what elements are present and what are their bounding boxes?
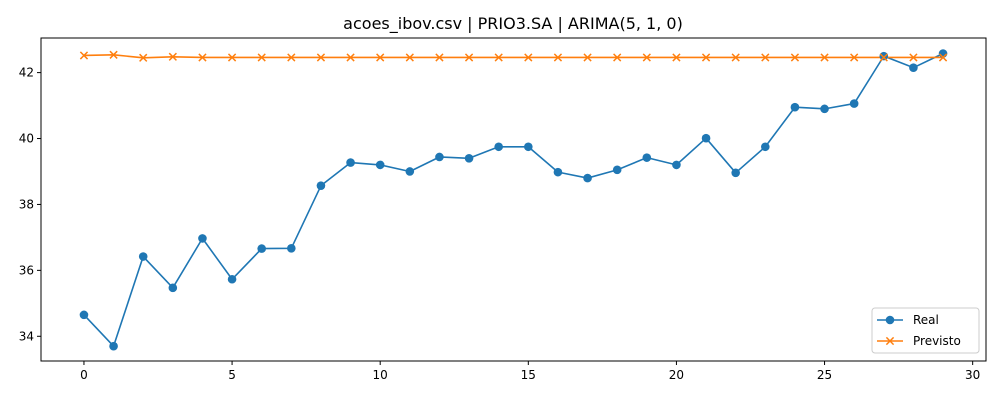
x-tick-label: 10 [373,368,388,382]
data-point-real [612,165,622,175]
data-point-real [849,99,859,108]
data-point-previsto [435,53,444,62]
x-tick-label: 20 [669,368,684,382]
data-point-previsto [553,53,563,62]
data-point-real [790,102,800,112]
y-tick-label: 40 [19,132,34,146]
plot-area-frame [40,37,987,362]
data-point-previsto [909,53,918,62]
legend-marker-real [885,315,895,325]
data-point-previsto [583,53,592,62]
x-axis: 0 5 10 15 20 25 30 [80,361,980,382]
data-point-real [701,133,711,143]
data-point-real [109,341,118,351]
data-point-real [287,243,296,253]
data-point-previsto [790,53,800,62]
data-point-real [494,142,503,152]
legend-label-previsto: Previsto [913,334,961,348]
data-point-real [524,142,533,152]
data-point-previsto [257,53,266,62]
data-point-previsto [524,53,533,62]
y-tick-label: 34 [19,329,34,343]
data-point-previsto [464,53,474,62]
data-point-previsto [938,53,948,62]
y-tick-label: 38 [19,197,34,211]
data-point-real [435,152,444,162]
series-points-real [79,49,948,351]
data-point-real [761,142,770,152]
legend: Real Previsto [871,307,980,354]
data-point-real [553,167,563,177]
data-point-real [731,168,740,178]
x-tick-label: 5 [228,368,236,382]
data-point-real [642,153,652,162]
data-point-previsto [109,50,118,59]
data-point-real [405,167,415,176]
data-point-previsto [820,53,829,62]
x-tick-label: 0 [80,368,88,382]
data-point-previsto [405,53,414,62]
data-point-previsto [198,53,207,62]
data-point-previsto [346,53,355,62]
data-point-previsto [613,53,622,62]
legend-label-real: Real [913,313,939,327]
data-point-real [820,104,829,114]
series-line-previsto [83,54,944,59]
data-point-real [138,252,148,261]
marker-layer [79,49,948,351]
data-point-previsto [879,53,888,62]
data-point-real [198,234,207,243]
data-point-real [79,310,89,320]
data-point-previsto [672,53,681,62]
data-point-real [583,173,592,183]
x-tick-label: 15 [521,368,536,382]
data-point-real [227,274,237,284]
data-point-previsto [731,53,740,62]
data-point-previsto [642,53,651,62]
y-tick-label: 42 [19,66,34,80]
legend-marker-previsto [885,336,895,346]
data-point-previsto [316,53,326,62]
series-layer [83,52,944,347]
chart-title: acoes_ibov.csv | PRIO3.SA | ARIMA(5, 1, … [343,14,683,34]
data-point-real [168,283,178,293]
data-point-previsto [287,53,296,62]
data-point-real [346,158,355,167]
data-point-real [909,63,918,72]
data-point-previsto [376,53,385,62]
data-point-previsto [139,53,148,62]
series-points-previsto [79,50,948,62]
x-tick-label: 25 [817,368,832,382]
data-point-previsto [701,53,711,62]
series-line-real [83,52,944,347]
y-tick-label: 36 [19,263,34,277]
data-point-real [257,244,266,253]
data-point-previsto [79,51,89,60]
y-axis: 34 36 38 40 42 [19,66,41,343]
data-point-previsto [168,52,177,61]
data-point-real [316,181,326,190]
data-point-previsto [761,53,770,62]
x-tick-label: 30 [965,368,980,382]
data-point-previsto [227,53,237,62]
data-point-previsto [494,53,503,62]
data-point-real [464,154,474,163]
data-point-previsto [850,53,859,62]
data-point-real [672,160,681,170]
data-point-real [879,51,889,61]
data-point-real [375,160,385,170]
